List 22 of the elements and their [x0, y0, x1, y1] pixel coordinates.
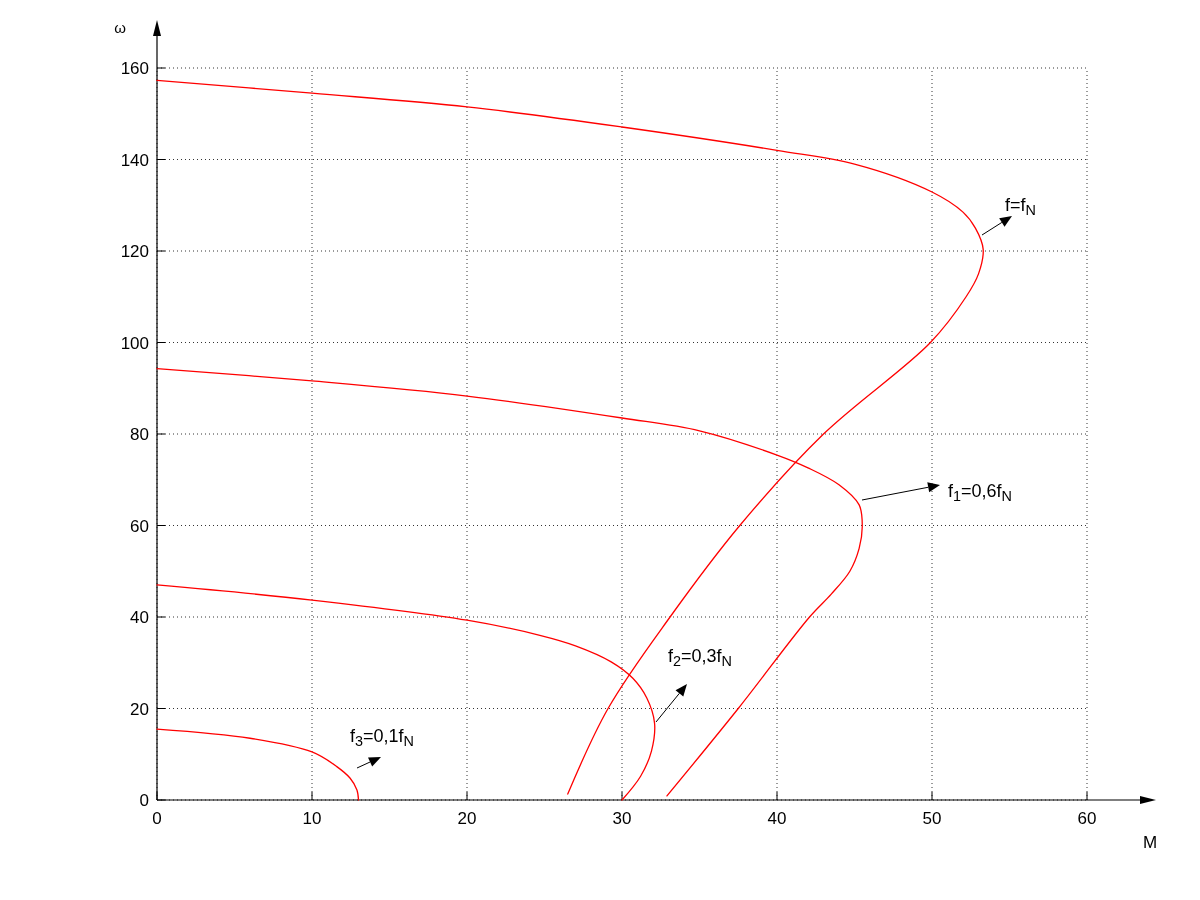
x-tick-label: 0 — [152, 809, 162, 828]
x-tick-label: 60 — [1077, 809, 1097, 828]
y-tick-label: 100 — [120, 333, 149, 353]
x-axis-title: M — [1142, 833, 1158, 852]
y-tick-label: 20 — [130, 699, 149, 719]
y-axis-title: ω — [114, 19, 127, 36]
annotation: f$_{1}$=0,6f$_{N}$ — [948, 481, 1012, 505]
annotation: f$_{3}$=0,1f$_{N}$ — [350, 726, 414, 750]
y-tick-label: 0 — [139, 791, 149, 810]
x-tick-label: 50 — [922, 809, 942, 828]
x-tick-label: 10 — [302, 809, 322, 828]
y-tick-label: 60 — [130, 516, 149, 536]
y-tick-label: 160 — [120, 59, 149, 78]
annotation: f=f$_{N}$ — [1005, 195, 1036, 219]
x-tick-label: 20 — [457, 809, 477, 828]
y-tick-label: 140 — [120, 150, 149, 170]
y-tick-label: 80 — [130, 425, 149, 444]
annotation: f$_{2}$=0,3f$_{N}$ — [668, 646, 732, 670]
x-tick-label: 30 — [612, 809, 632, 828]
y-tick-label: 40 — [130, 608, 149, 627]
x-tick-label: 40 — [767, 809, 787, 828]
y-tick-label: 120 — [120, 242, 149, 261]
